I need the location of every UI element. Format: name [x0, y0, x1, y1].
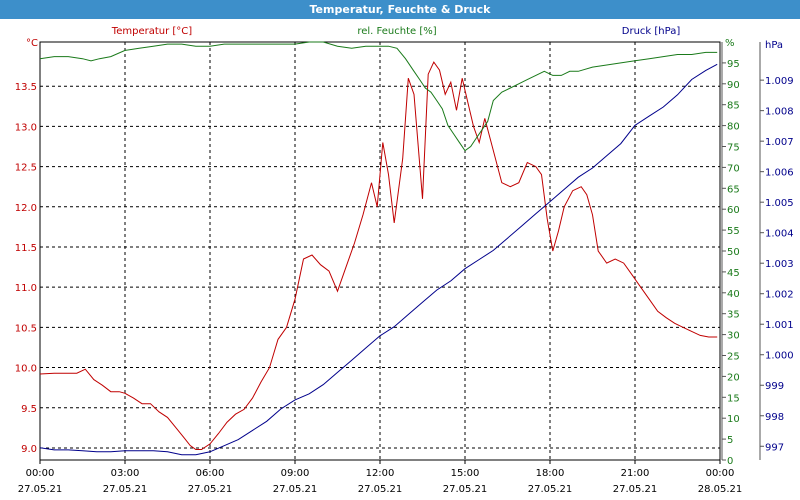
pressure-tick-label: 1.008 [765, 107, 794, 118]
x-tick-time-label: 00:00 [26, 468, 55, 479]
x-tick-date-label: 27.05.21 [358, 484, 403, 495]
axes: 00:00 27.05.21 03:00 27.05.21 06:00 27.05.21 0… [15, 26, 794, 495]
temperature-axis-title: Temperatur [°C] [111, 26, 192, 37]
humidity-tick-label: 75 [727, 143, 740, 154]
pressure-tick-label: 1.001 [765, 320, 794, 331]
humidity-tick-label: 5 [727, 435, 733, 446]
pressure-tick-label: 1.000 [765, 351, 794, 362]
x-tick-time-label: 18:00 [536, 468, 565, 479]
chart-title-bar: Temperatur, Feuchte & Druck [0, 0, 800, 19]
humidity-tick-label: 45 [727, 268, 740, 279]
temperature-tick-label: 12.5 [15, 163, 37, 174]
humidity-tick-label: 25 [727, 352, 740, 363]
pressure-tick-label: 1.005 [765, 198, 794, 209]
humidity-tick-label: 30 [727, 331, 740, 342]
grid-lines [39, 41, 721, 461]
x-tick-date-label: 27.05.21 [103, 484, 148, 495]
humidity-unit-label: % [725, 38, 735, 49]
pressure-axis-title: Druck [hPa] [622, 26, 681, 37]
x-tick-date-label: 27.05.21 [273, 484, 318, 495]
temperature-tick-label: 13.0 [15, 122, 37, 133]
pressure-tick-label: 1.009 [765, 76, 794, 87]
series-line-pressure [39, 63, 718, 456]
humidity-tick-label: 35 [727, 310, 740, 321]
x-tick-time-label: 09:00 [281, 468, 310, 479]
humidity-tick-label: 85 [727, 101, 740, 112]
pressure-tick-label: 1.002 [765, 290, 794, 301]
pressure-tick-label: 998 [765, 412, 784, 423]
x-tick-time-label: 03:00 [111, 468, 140, 479]
humidity-tick-label: 95 [727, 59, 740, 70]
x-tick-time-label: 06:00 [196, 468, 225, 479]
humidity-tick-label: 10 [727, 414, 740, 425]
humidity-tick-label: 0 [727, 456, 733, 467]
plot-area [39, 41, 718, 456]
pressure-tick-label: 999 [765, 381, 784, 392]
temperature-tick-label: 13.5 [15, 82, 37, 93]
humidity-axis-title: rel. Feuchte [%] [357, 26, 436, 37]
x-tick-time-label: 00:00 [706, 468, 735, 479]
humidity-tick-label: 55 [727, 226, 740, 237]
x-tick-date-label: 27.05.21 [188, 484, 233, 495]
temperature-tick-label: 9.5 [21, 404, 37, 415]
humidity-tick-label: 50 [727, 247, 740, 258]
x-tick-date-label: 27.05.21 [443, 484, 488, 495]
series-line-humidity [39, 41, 718, 152]
humidity-tick-label: 70 [727, 163, 740, 174]
humidity-tick-label: 65 [727, 184, 740, 195]
x-tick-date-label: 28.05.21 [698, 484, 743, 495]
temperature-tick-label: 11.0 [15, 283, 37, 294]
pressure-tick-label: 1.006 [765, 168, 794, 179]
temperature-unit-label: °C [26, 38, 38, 49]
pressure-tick-label: 997 [765, 442, 784, 453]
temperature-tick-label: 12.0 [15, 203, 37, 214]
x-tick-time-label: 12:00 [366, 468, 395, 479]
x-tick-date-label: 27.05.21 [18, 484, 63, 495]
humidity-tick-label: 20 [727, 372, 740, 383]
pressure-tick-label: 1.004 [765, 229, 794, 240]
pressure-tick-label: 1.007 [765, 137, 794, 148]
x-tick-time-label: 15:00 [451, 468, 480, 479]
series-line-temperature [39, 61, 718, 450]
x-tick-date-label: 27.05.21 [613, 484, 658, 495]
pressure-unit-label: hPa [765, 40, 783, 51]
temperature-tick-label: 11.5 [15, 243, 37, 254]
temperature-tick-label: 10.0 [15, 364, 37, 375]
pressure-tick-label: 1.003 [765, 259, 794, 270]
humidity-tick-label: 90 [727, 80, 740, 91]
humidity-tick-label: 60 [727, 205, 740, 216]
humidity-tick-label: 80 [727, 122, 740, 133]
x-tick-time-label: 21:00 [621, 468, 650, 479]
temperature-tick-label: 10.5 [15, 323, 37, 334]
x-tick-date-label: 27.05.21 [528, 484, 573, 495]
chart-title: Temperatur, Feuchte & Druck [309, 3, 491, 16]
humidity-tick-label: 15 [727, 393, 740, 404]
temperature-tick-label: 9.0 [21, 444, 37, 455]
humidity-tick-label: 40 [727, 289, 740, 300]
